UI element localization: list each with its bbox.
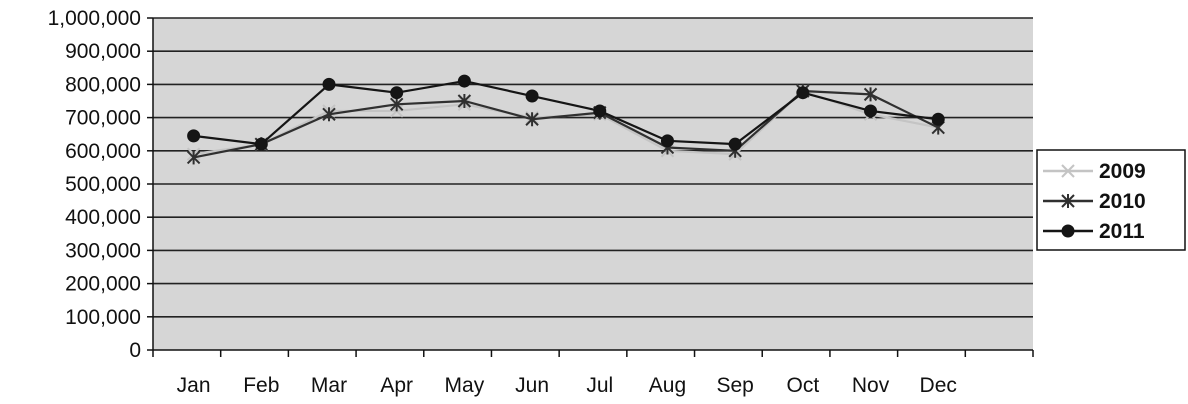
- legend-marker: [1061, 224, 1075, 238]
- legend: 2009 2010 2011: [1036, 149, 1186, 251]
- x-axis: Jan Feb Mar Apr May Jun Jul Aug Sep Oct Nov Dec: [152, 350, 1034, 397]
- legend-label: 2009: [1099, 160, 1146, 183]
- data-point: [525, 112, 539, 127]
- x-tick-label: Jul: [586, 374, 613, 397]
- series-2011: [187, 74, 945, 151]
- legend-item-2010: 2010: [1043, 190, 1146, 213]
- y-tick-label: 900,000: [65, 40, 141, 63]
- y-tick-label: 100,000: [65, 306, 141, 329]
- x-tick-label: Sep: [716, 374, 753, 397]
- x-tick-label: Dec: [920, 374, 957, 397]
- y-tick-label: 600,000: [65, 140, 141, 163]
- x-tick-label: Aug: [649, 374, 686, 397]
- x-tick-label: Nov: [852, 374, 890, 397]
- data-point: [863, 87, 878, 102]
- data-point: [931, 112, 945, 126]
- y-tick-label: 1,000,000: [48, 7, 141, 30]
- y-axis: 0 100,000 200,000 300,000 400,000 500,000 600,…: [48, 7, 153, 362]
- data-point: [254, 137, 268, 151]
- series-group: [186, 74, 945, 165]
- y-tick-label: 700,000: [65, 107, 141, 130]
- y-tick-label: 400,000: [65, 206, 141, 229]
- legend-label: 2010: [1099, 190, 1146, 213]
- y-tick-label: 800,000: [65, 73, 141, 96]
- x-tick-label: Feb: [243, 374, 279, 397]
- data-point: [457, 74, 471, 88]
- data-point: [187, 129, 201, 143]
- data-point: [660, 134, 674, 148]
- x-tick-label: May: [445, 374, 485, 397]
- legend-marker: [1061, 194, 1075, 208]
- y-tick-label: 300,000: [65, 239, 141, 262]
- x-tick-label: Jan: [177, 374, 211, 397]
- data-point: [322, 77, 336, 91]
- x-tick-label: Jun: [515, 374, 549, 397]
- legend-item-2011: 2011: [1043, 220, 1145, 243]
- series-line: [193, 89, 939, 159]
- data-point: [322, 107, 336, 122]
- data-point: [389, 97, 404, 112]
- data-point: [457, 94, 472, 108]
- x-tick-label: Mar: [311, 374, 347, 397]
- y-tick-label: 500,000: [65, 173, 141, 196]
- data-point: [796, 86, 810, 100]
- data-point: [390, 86, 404, 100]
- legend-marker: [1061, 164, 1075, 178]
- x-tick-label: Apr: [380, 374, 413, 397]
- series-line: [193, 79, 939, 146]
- legend-label: 2011: [1099, 220, 1145, 243]
- x-tick-label: Oct: [787, 374, 820, 397]
- data-point: [186, 150, 201, 165]
- data-point: [593, 104, 607, 118]
- legend-item-2009: 2009: [1043, 160, 1146, 183]
- y-tick-label: 0: [129, 339, 141, 362]
- data-point: [728, 137, 742, 151]
- data-point: [864, 104, 878, 118]
- y-tick-label: 200,000: [65, 273, 141, 296]
- data-point: [525, 89, 539, 103]
